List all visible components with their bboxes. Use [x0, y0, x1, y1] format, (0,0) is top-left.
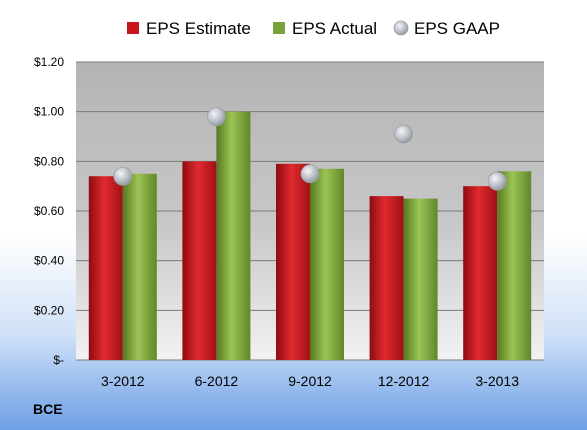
point-eps-gaap — [113, 166, 133, 186]
bar-eps-estimate — [276, 163, 310, 360]
y-axis-ticks: $- $0.20 $0.40 $0.60 $0.80 $1.00 $1.20 — [34, 55, 64, 367]
bar-eps-actual — [122, 173, 157, 360]
y-tick-label: $0.40 — [34, 254, 64, 268]
x-axis-ticks: 3-2012 6-2012 9-2012 12-2012 3-2013 — [101, 373, 519, 389]
y-tick-label: $0.20 — [34, 303, 64, 317]
bars — [88, 111, 532, 361]
y-tick-label: $1.00 — [34, 105, 64, 119]
legend-label: EPS Actual — [292, 19, 377, 38]
bar-eps-actual — [216, 111, 251, 361]
y-tick-label: $0.60 — [34, 204, 64, 218]
y-tick-label: $0.80 — [34, 154, 64, 168]
bar-eps-estimate — [182, 161, 217, 360]
bar-eps-estimate — [88, 176, 123, 360]
point-eps-gaap — [394, 124, 414, 144]
x-tick-label: 12-2012 — [378, 373, 430, 389]
bar-eps-estimate — [463, 186, 498, 360]
point-eps-gaap — [206, 107, 226, 127]
y-tick-label: $- — [53, 353, 64, 367]
legend-marker-eps-gaap — [393, 20, 409, 36]
x-tick-label: 9-2012 — [288, 373, 332, 389]
x-tick-label: 6-2012 — [195, 373, 239, 389]
point-eps-gaap — [300, 164, 320, 184]
bar-eps-actual — [497, 171, 532, 360]
x-tick-label: 3-2013 — [475, 373, 519, 389]
bar-eps-actual — [310, 168, 344, 360]
bar-eps-actual — [403, 198, 438, 360]
bar-eps-estimate — [369, 196, 404, 360]
gaap-points — [113, 107, 507, 191]
legend-marker — [273, 22, 285, 34]
ticker-label: BCE — [33, 401, 63, 417]
x-tick-label: 3-2012 — [101, 373, 145, 389]
point-eps-gaap — [487, 171, 507, 191]
legend: EPS Estimate EPS Actual EPS GAAP — [127, 19, 500, 38]
legend-label: EPS Estimate — [146, 19, 251, 38]
legend-marker — [127, 22, 139, 34]
y-tick-label: $1.20 — [34, 55, 64, 69]
legend-label: EPS GAAP — [414, 19, 500, 38]
